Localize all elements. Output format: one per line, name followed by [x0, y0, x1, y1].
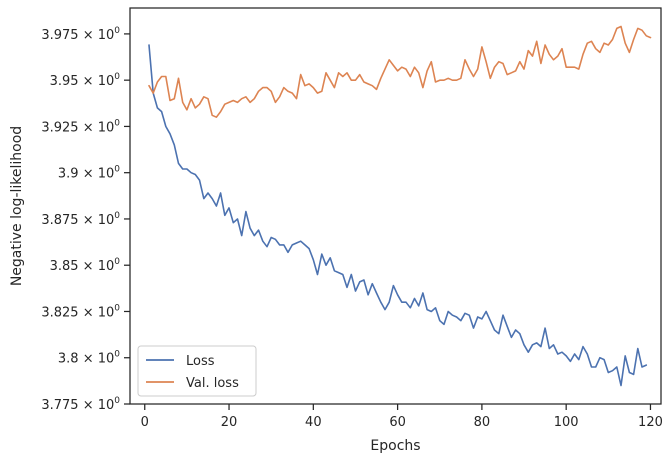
y-tick-label: 3.825 × 100 — [41, 303, 120, 320]
x-tick-label: 40 — [305, 415, 322, 430]
x-tick-label: 80 — [474, 415, 491, 430]
y-axis: 3.775 × 100 3.8 × 100 3.825 × 100 3.85 × 10… — [41, 26, 130, 413]
x-tick-label: 100 — [554, 415, 579, 430]
legend: Loss Val. loss — [137, 345, 257, 397]
y-tick-label: 3.8 × 100 — [58, 350, 120, 367]
series-line-loss — [148, 44, 648, 387]
y-tick-label: 3.875 × 100 — [41, 211, 120, 228]
series-line-val-loss — [148, 25, 652, 118]
y-tick-label: 3.85 × 100 — [50, 257, 121, 274]
y-tick-label: 3.775 × 100 — [41, 396, 120, 413]
y-tick-label: 3.925 × 100 — [41, 118, 120, 135]
x-tick-label: 120 — [638, 415, 663, 430]
x-axis-label: Epochs — [370, 438, 420, 454]
x-tick-label: 0 — [141, 415, 149, 430]
y-axis-label: Negative log-likelihood — [9, 126, 25, 286]
plot-area — [148, 25, 652, 387]
x-tick-label: 20 — [221, 415, 238, 430]
axes-frame — [129, 7, 662, 405]
legend-box — [137, 345, 257, 397]
y-tick-label: 3.9 × 100 — [58, 165, 120, 182]
legend-label: Val. loss — [186, 376, 239, 391]
x-axis: 0 20 40 60 80 100 120 — [141, 404, 663, 430]
y-tick-label: 3.975 × 100 — [41, 26, 120, 43]
x-tick-label: 60 — [389, 415, 406, 430]
y-tick-label: 3.95 × 100 — [50, 72, 121, 89]
legend-label: Loss — [186, 354, 215, 369]
